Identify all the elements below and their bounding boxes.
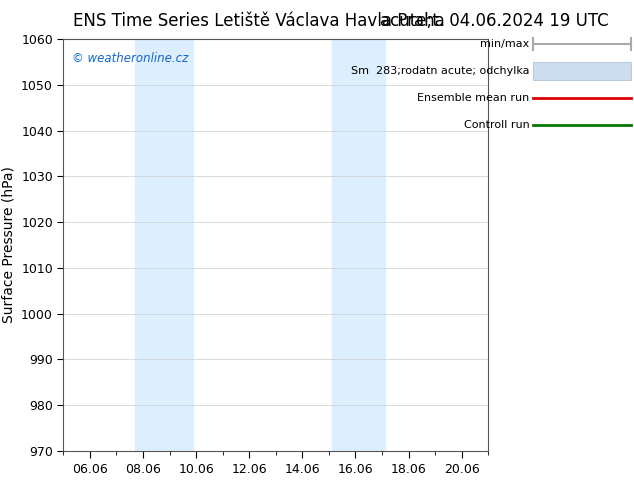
Y-axis label: Surface Pressure (hPa): Surface Pressure (hPa) — [1, 167, 16, 323]
Text: Controll run: Controll run — [463, 120, 529, 130]
Bar — [135, 39, 193, 451]
Bar — [332, 39, 385, 451]
Text: © weatheronline.cz: © weatheronline.cz — [72, 51, 188, 65]
Text: Sm  283;rodatn acute; odchylka: Sm 283;rodatn acute; odchylka — [351, 66, 529, 76]
Text: ENS Time Series Letiště Václava Havla Praha: ENS Time Series Letiště Václava Havla Pr… — [73, 12, 444, 30]
Text: min/max: min/max — [480, 39, 529, 49]
Text: Ensemble mean run: Ensemble mean run — [417, 93, 529, 103]
Text: acute;t. 04.06.2024 19 UTC: acute;t. 04.06.2024 19 UTC — [380, 12, 609, 30]
